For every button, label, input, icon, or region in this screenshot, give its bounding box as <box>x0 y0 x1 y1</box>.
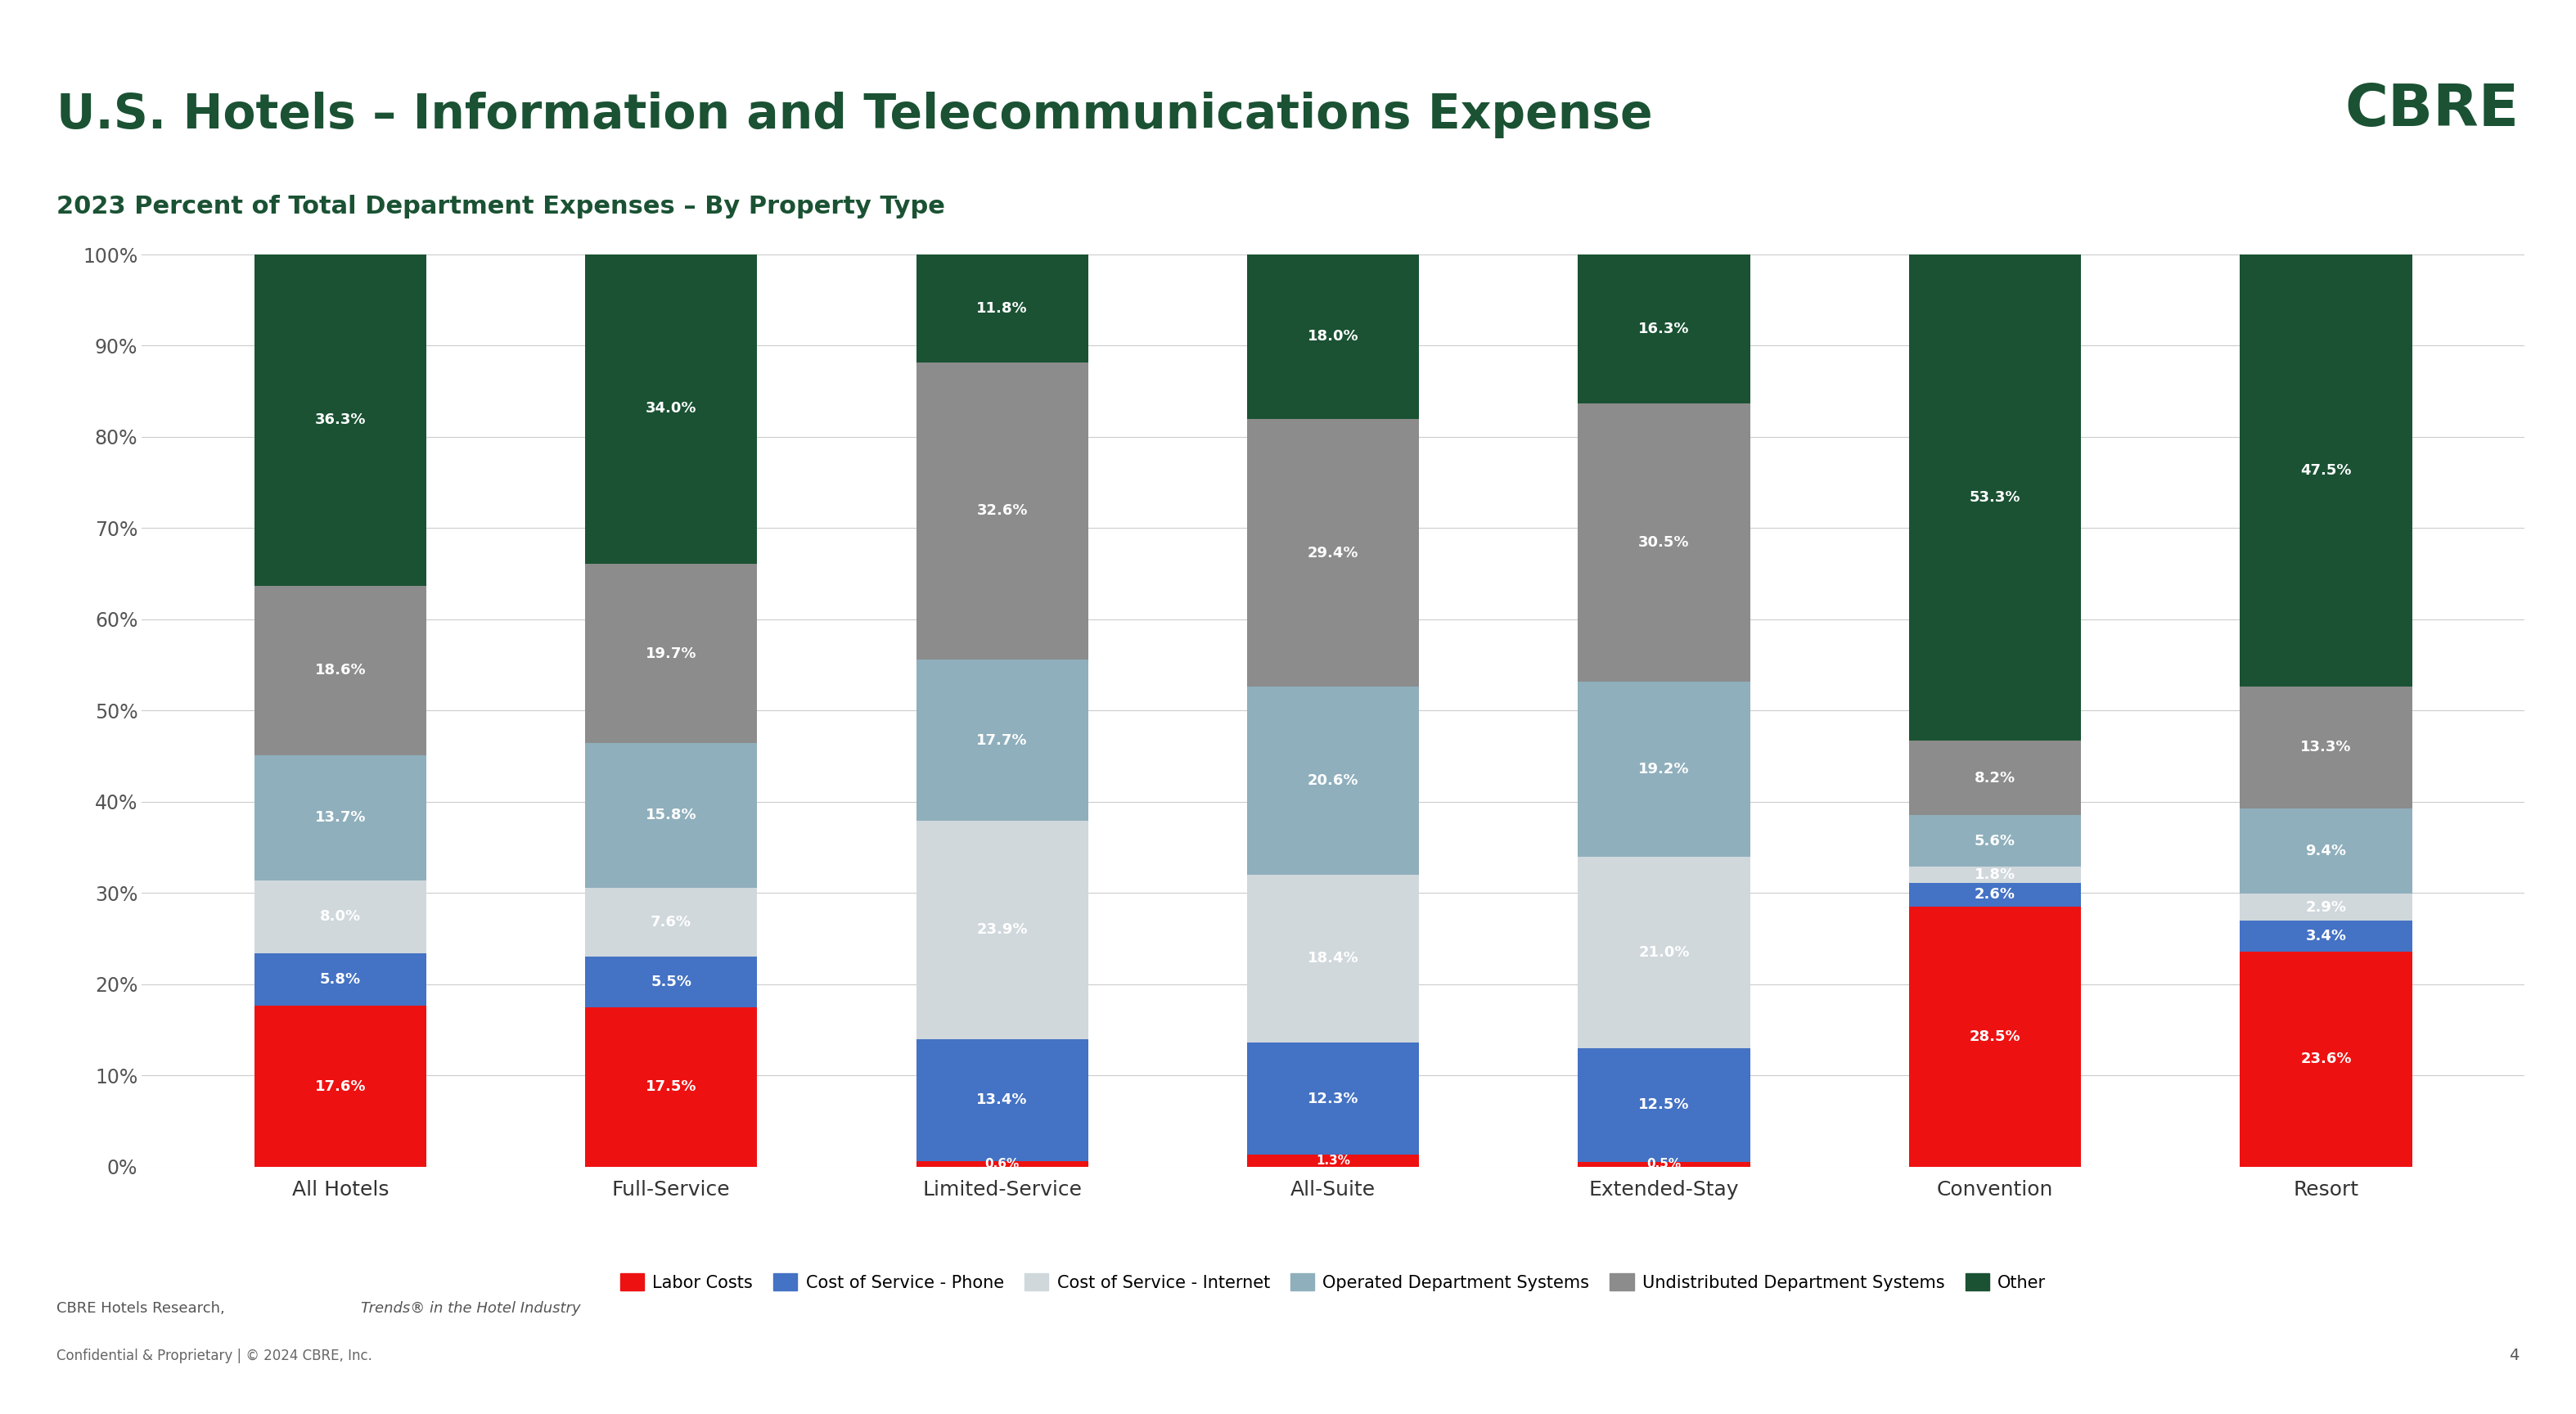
Text: 13.7%: 13.7% <box>314 810 366 824</box>
Text: 9.4%: 9.4% <box>2306 844 2347 858</box>
Bar <box>1247 419 1419 687</box>
Text: Confidential & Proprietary | © 2024 CBRE, Inc.: Confidential & Proprietary | © 2024 CBRE… <box>57 1349 374 1363</box>
Bar <box>255 585 425 755</box>
Text: 19.2%: 19.2% <box>1638 762 1690 776</box>
Bar <box>1579 403 1749 682</box>
Text: 28.5%: 28.5% <box>1968 1029 2020 1044</box>
Bar <box>1247 875 1419 1042</box>
Bar <box>2241 921 2411 952</box>
Text: 16.3%: 16.3% <box>1638 321 1690 337</box>
Bar <box>1909 867 2081 882</box>
Bar <box>255 1005 425 1167</box>
Bar <box>1909 255 2081 741</box>
Bar <box>1909 882 2081 906</box>
Text: 2.9%: 2.9% <box>2306 899 2347 915</box>
Text: 12.5%: 12.5% <box>1638 1097 1690 1113</box>
Bar <box>585 888 757 957</box>
Bar <box>1247 1042 1419 1155</box>
Text: 0.6%: 0.6% <box>984 1158 1020 1169</box>
Text: 23.6%: 23.6% <box>2300 1052 2352 1066</box>
Text: 2.6%: 2.6% <box>1976 888 2014 902</box>
Text: 17.6%: 17.6% <box>314 1079 366 1093</box>
Bar <box>2241 952 2411 1167</box>
Bar <box>2241 687 2411 809</box>
Bar <box>2241 894 2411 921</box>
Text: 12.3%: 12.3% <box>1309 1092 1358 1106</box>
Text: 1.3%: 1.3% <box>1316 1154 1350 1167</box>
Text: 7.6%: 7.6% <box>652 915 690 929</box>
Bar <box>1909 906 2081 1167</box>
Text: 21.0%: 21.0% <box>1638 945 1690 960</box>
Bar <box>585 564 757 744</box>
Text: 8.2%: 8.2% <box>1973 771 2014 785</box>
Text: 13.3%: 13.3% <box>2300 740 2352 755</box>
Bar <box>585 253 757 564</box>
Text: 36.3%: 36.3% <box>314 413 366 427</box>
Bar <box>917 1039 1087 1161</box>
Text: 15.8%: 15.8% <box>647 807 698 823</box>
Bar <box>585 744 757 888</box>
Text: U.S. Hotels – Information and Telecommunications Expense: U.S. Hotels – Information and Telecommun… <box>57 92 1654 139</box>
Text: 3.4%: 3.4% <box>2306 929 2347 943</box>
Text: CBRE: CBRE <box>2344 82 2519 139</box>
Text: 34.0%: 34.0% <box>647 402 696 416</box>
Legend: Labor Costs, Cost of Service - Phone, Cost of Service - Internet, Operated Depar: Labor Costs, Cost of Service - Phone, Co… <box>613 1267 2053 1298</box>
Bar <box>585 1007 757 1167</box>
Bar <box>917 255 1087 362</box>
Text: 5.8%: 5.8% <box>319 973 361 987</box>
Text: 17.7%: 17.7% <box>976 732 1028 748</box>
Text: 8.0%: 8.0% <box>319 909 361 923</box>
Text: 0.5%: 0.5% <box>1646 1158 1682 1171</box>
Bar <box>917 822 1087 1039</box>
Text: 2023 Percent of Total Department Expenses – By Property Type: 2023 Percent of Total Department Expense… <box>57 195 945 219</box>
Text: 1.8%: 1.8% <box>1973 867 2014 882</box>
Text: 17.5%: 17.5% <box>647 1079 696 1094</box>
Bar <box>1579 682 1749 857</box>
Bar <box>1579 1162 1749 1167</box>
Bar <box>1247 255 1419 419</box>
Bar <box>1579 857 1749 1048</box>
Bar <box>2241 253 2411 687</box>
Text: 18.6%: 18.6% <box>314 663 366 677</box>
Bar <box>255 255 425 585</box>
Bar <box>917 1161 1087 1167</box>
Text: 30.5%: 30.5% <box>1638 534 1690 550</box>
Text: 5.6%: 5.6% <box>1976 834 2014 848</box>
Bar <box>255 880 425 953</box>
Bar <box>1579 1048 1749 1162</box>
Bar <box>255 755 425 880</box>
Bar <box>917 362 1087 659</box>
Text: CBRE Hotels Research,: CBRE Hotels Research, <box>57 1301 229 1315</box>
Bar <box>585 957 757 1007</box>
Text: 11.8%: 11.8% <box>976 301 1028 315</box>
Bar <box>1247 1155 1419 1167</box>
Text: 53.3%: 53.3% <box>1971 491 2020 505</box>
Bar <box>2241 809 2411 894</box>
Text: 13.4%: 13.4% <box>976 1093 1028 1107</box>
Text: 23.9%: 23.9% <box>976 922 1028 937</box>
Text: 5.5%: 5.5% <box>652 974 690 990</box>
Bar <box>917 659 1087 822</box>
Bar <box>1579 255 1749 403</box>
Bar <box>255 953 425 1005</box>
Text: 18.0%: 18.0% <box>1309 329 1358 344</box>
Text: 20.6%: 20.6% <box>1309 773 1358 788</box>
Text: Trends® in the Hotel Industry: Trends® in the Hotel Industry <box>361 1301 580 1315</box>
Bar <box>1909 741 2081 816</box>
Text: 47.5%: 47.5% <box>2300 462 2352 478</box>
Text: 32.6%: 32.6% <box>976 503 1028 518</box>
Text: 29.4%: 29.4% <box>1309 546 1358 560</box>
Bar <box>1909 816 2081 867</box>
Text: 19.7%: 19.7% <box>647 646 696 660</box>
Text: 4: 4 <box>2509 1348 2519 1363</box>
Bar <box>1247 687 1419 875</box>
Text: 18.4%: 18.4% <box>1309 952 1358 966</box>
